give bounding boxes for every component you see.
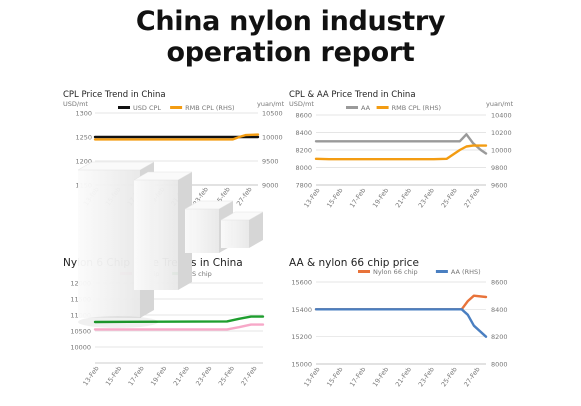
legend-item: RMB CPL (RHS): [170, 104, 235, 112]
x-tick-label: 15-Feb: [325, 187, 344, 210]
x-tick-label: 13-Feb: [302, 366, 321, 389]
x-tick-label: 27-Feb: [462, 187, 481, 210]
title-line-1: China nylon industry: [135, 6, 446, 37]
y-tick-label: 1300: [75, 110, 92, 118]
series-line: [314, 294, 488, 311]
y-right-tick-label: 8400: [491, 306, 508, 314]
chart-title: CPL Price Trend in China: [63, 90, 166, 100]
y-right-tick-label: 8600: [491, 279, 508, 287]
series-line: [314, 133, 488, 155]
y-right-unit: yuan/mt: [257, 100, 285, 108]
x-tick-label: 19-Feb: [371, 366, 390, 389]
x-tick-label: 25-Feb: [440, 366, 459, 389]
y-right-tick-label: 10500: [262, 110, 283, 118]
y-tick-label: 8600: [295, 112, 312, 120]
series-line: [93, 323, 265, 331]
y-left-unit: USD/mt: [289, 100, 314, 108]
bar-face: [221, 220, 249, 248]
x-tick-label: 19-Feb: [149, 365, 168, 388]
legend-label: AA: [361, 104, 371, 112]
legend-label: RMB CPL (RHS): [185, 104, 234, 112]
x-tick-label: 27-Feb: [239, 365, 258, 388]
y-right-tick-label: 9500: [262, 158, 279, 166]
bar-face: [185, 209, 219, 253]
legend-label: AA (RHS): [451, 268, 481, 276]
series-line: [314, 308, 488, 338]
series-line: [93, 133, 260, 141]
chart-panel-4: AA & nylon 66 chip price 15600 15400 15200 1…: [289, 257, 508, 388]
x-tick-label: 15-Feb: [325, 366, 344, 389]
x-tick-label: 13-Feb: [81, 365, 100, 388]
y-right-tick-label: 10400: [491, 112, 512, 120]
y-tick-label: 10000: [70, 344, 91, 352]
x-tick-label: 17-Feb: [127, 365, 146, 388]
bar-face: [134, 180, 178, 290]
x-tick-label: 19-Feb: [371, 187, 390, 210]
legend-item: AA (RHS): [435, 268, 481, 276]
y-right-unit: yuan/mt: [486, 100, 514, 108]
chart-title: AA & nylon 66 chip price: [289, 257, 419, 269]
y-tick-label: 1250: [75, 134, 92, 142]
legend-item: Nylon 66 chip: [358, 268, 418, 276]
bar-side: [249, 212, 263, 248]
report-title: China nylon industry operation report: [0, 6, 581, 68]
y-right-tick-label: 10000: [262, 134, 283, 142]
y-right-tick-label: 8000: [491, 361, 508, 369]
decorative-3d-bar: [133, 171, 193, 290]
x-tick-label: 15-Feb: [104, 365, 123, 388]
x-tick-label: 25-Feb: [440, 187, 459, 210]
title-line-2: operation report: [166, 37, 415, 68]
x-tick-label: 23-Feb: [417, 366, 436, 389]
y-right-tick-label: 9600: [491, 182, 508, 190]
y-right-tick-label: 8200: [491, 333, 508, 341]
series-line: [93, 315, 265, 324]
legend-label: USD CPL: [133, 104, 161, 112]
decorative-3d-bar: [220, 211, 264, 248]
y-tick-label: 8400: [295, 129, 312, 137]
legend-label: RMB CPL (RHS): [392, 104, 441, 112]
series-line: [314, 144, 488, 161]
y-left-unit: USD/mt: [63, 100, 88, 108]
y-tick-label: 15000: [291, 361, 312, 369]
x-tick-label: 13-Feb: [302, 187, 321, 210]
x-tick-label: 23-Feb: [417, 187, 436, 210]
y-tick-label: 15200: [291, 333, 312, 341]
chart-title: CPL & AA Price Trend in China: [289, 90, 416, 100]
y-tick-label: 10500: [70, 328, 91, 336]
x-tick-label: 17-Feb: [348, 187, 367, 210]
x-tick-label: 17-Feb: [348, 366, 367, 389]
x-tick-label: 21-Feb: [394, 187, 413, 210]
legend-label: Nylon 66 chip: [373, 268, 418, 276]
bar-face: [78, 170, 140, 318]
y-tick-label: 15600: [291, 279, 312, 287]
y-right-tick-label: 10000: [491, 147, 512, 155]
x-tick-label: 21-Feb: [172, 365, 191, 388]
y-tick-label: 8200: [295, 147, 312, 155]
y-right-tick-label: 9800: [491, 164, 508, 172]
x-tick-label: 27-feb: [235, 186, 254, 208]
legend-item: RMB CPL (RHS): [376, 104, 441, 112]
bar-top: [133, 171, 193, 181]
x-tick-label: 21-Feb: [394, 366, 413, 389]
x-tick-label: 27-Feb: [462, 366, 481, 389]
x-tick-label: 25-Feb: [217, 365, 236, 388]
bar-shadow: [78, 316, 158, 328]
legend-item: USD CPL: [118, 104, 161, 112]
bar-top: [184, 200, 234, 210]
bar-top: [77, 161, 155, 171]
y-tick-label: 1200: [75, 158, 92, 166]
y-tick-label: 8000: [295, 164, 312, 172]
y-tick-label: 15400: [291, 306, 312, 314]
legend-label: HS chip: [187, 270, 212, 278]
y-right-tick-label: 9000: [262, 182, 279, 190]
y-tick-label: 7800: [295, 182, 312, 190]
x-tick-label: 23-Feb: [194, 365, 213, 388]
y-right-tick-label: 10200: [491, 129, 512, 137]
legend-item: AA: [346, 104, 371, 112]
bar-top: [220, 211, 264, 221]
